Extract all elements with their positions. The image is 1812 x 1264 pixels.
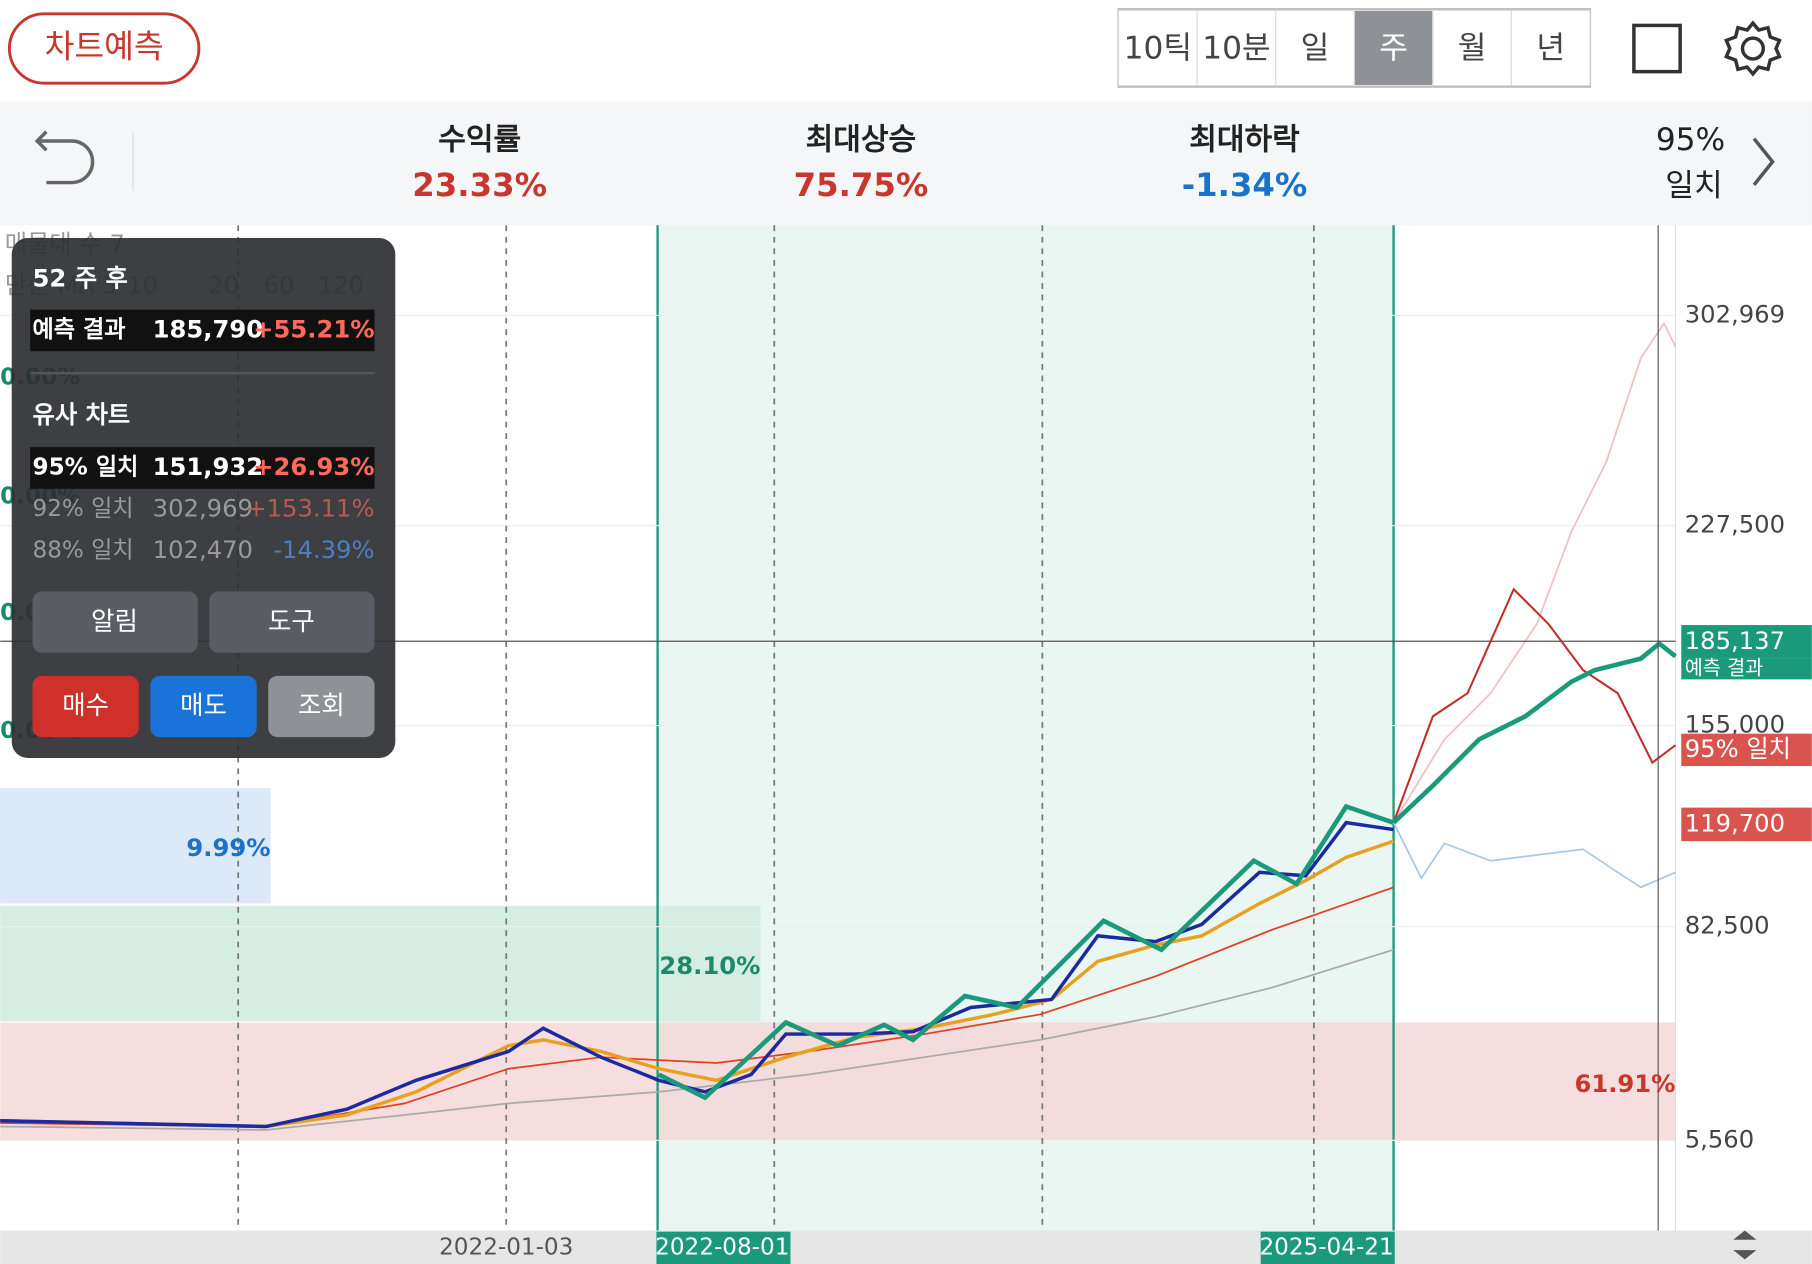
popup-horizon: 52 주 후 [33, 264, 128, 293]
similar-label: 92% 일치 [33, 496, 134, 522]
zone-blue [0, 787, 271, 904]
trade-button-label[interactable]: 매수 [62, 690, 109, 720]
similar-title: 유사 차트 [33, 400, 131, 429]
date-tag [1260, 1231, 1395, 1264]
stats-bar [0, 101, 1812, 226]
price-tag [1681, 658, 1812, 680]
zone-label: 61.91% [1574, 1069, 1675, 1098]
similar-88 [1392, 822, 1676, 889]
period-tab-label[interactable]: 주 [1379, 31, 1408, 67]
predict-button[interactable] [7, 12, 201, 85]
tool-button[interactable] [209, 591, 375, 653]
similar-row [30, 447, 375, 489]
stat-label: 수익률 [438, 122, 521, 157]
period-tab[interactable] [1432, 9, 1513, 87]
similar-price: 102,470 [153, 535, 253, 564]
period-tab[interactable] [1275, 9, 1355, 87]
price-axis-label: 5,560 [1685, 1124, 1754, 1153]
stat-value: -1.34% [1182, 166, 1308, 204]
zone-red [0, 1022, 1676, 1141]
trade-button[interactable] [32, 675, 139, 738]
period-tab[interactable] [1353, 9, 1434, 87]
trade-button-label[interactable]: 매도 [180, 690, 227, 720]
ma-60 [0, 886, 1394, 1128]
similar-change: -14.39% [273, 535, 374, 564]
price-tag-label: 119,700 [1685, 808, 1785, 837]
similar-change: +153.11% [246, 494, 374, 523]
similar-label: 95% 일치 [33, 454, 139, 480]
period-tab-label[interactable]: 10분 [1202, 31, 1270, 67]
tool-button[interactable] [32, 591, 198, 653]
ma-120 [0, 948, 1394, 1131]
stat-value: 23.33% [412, 166, 547, 204]
fullscreen-icon[interactable] [1632, 23, 1682, 74]
result-change: +55.21% [253, 314, 374, 343]
price-tag [1681, 807, 1812, 842]
pattern-line [657, 803, 1395, 1101]
similar-price: 151,932 [153, 452, 263, 481]
tool-button-label[interactable]: 도구 [268, 606, 315, 636]
similar-price: 302,969 [153, 494, 253, 523]
tool-button-label[interactable]: 알림 [91, 606, 138, 636]
price-tag [1681, 733, 1812, 767]
price-tag [1681, 625, 1812, 659]
zone-green [0, 905, 761, 1022]
price-tag-label: 185,137 [1685, 626, 1785, 655]
price-axis-label: 82,500 [1685, 911, 1770, 940]
similar-92 [1392, 321, 1677, 824]
zone-label: 9.99% [186, 833, 270, 862]
stat-label: 최대상승 [806, 122, 917, 157]
similar-change: +26.93% [253, 452, 374, 481]
match-label: 일치 [1665, 168, 1722, 204]
result-row [30, 309, 375, 352]
match-percent: 95% [1656, 122, 1725, 158]
period-tab-label[interactable]: 월 [1458, 31, 1487, 67]
next-icon[interactable] [1752, 137, 1775, 186]
ma-5 [0, 820, 1394, 1129]
period-tab-label[interactable]: 10틱 [1124, 31, 1192, 67]
stat-label: 최대하락 [1189, 122, 1300, 157]
predict-button-label[interactable]: 차트예측 [45, 28, 164, 66]
chart-area [0, 225, 1677, 1264]
date-tag [656, 1231, 791, 1264]
zone-label: 28.10% [659, 951, 760, 980]
period-tab-label[interactable]: 년 [1536, 31, 1565, 67]
settings-icon[interactable] [1724, 20, 1782, 77]
price-axis-label: 227,500 [1685, 510, 1785, 539]
result-label: 예측 결과 [33, 317, 126, 343]
date-bar [0, 1230, 1812, 1264]
date-label: 2025-04-21 [1259, 1234, 1393, 1260]
stat-value: 75.75% [794, 166, 929, 204]
period-tab-label[interactable]: 일 [1301, 31, 1330, 67]
similar-label: 88% 일치 [33, 538, 134, 564]
date-label: 2022-01-03 [439, 1234, 573, 1260]
period-tab[interactable] [1510, 9, 1591, 87]
price-axis-label: 302,969 [1685, 299, 1785, 328]
trade-button-label[interactable]: 조회 [298, 690, 345, 720]
trade-button[interactable] [268, 675, 375, 738]
scroll-handle[interactable] [1733, 1230, 1757, 1260]
price-tag-label: 예측 결과 [1685, 656, 1763, 679]
back-icon[interactable] [34, 130, 95, 185]
similar-95 [1392, 587, 1677, 824]
prediction-line [1391, 640, 1677, 825]
price-tag-label: 95% 일치 [1685, 734, 1791, 763]
trade-button[interactable] [150, 675, 257, 738]
result-price: 185,790 [153, 314, 263, 343]
date-label: 2022-08-01 [655, 1234, 789, 1260]
